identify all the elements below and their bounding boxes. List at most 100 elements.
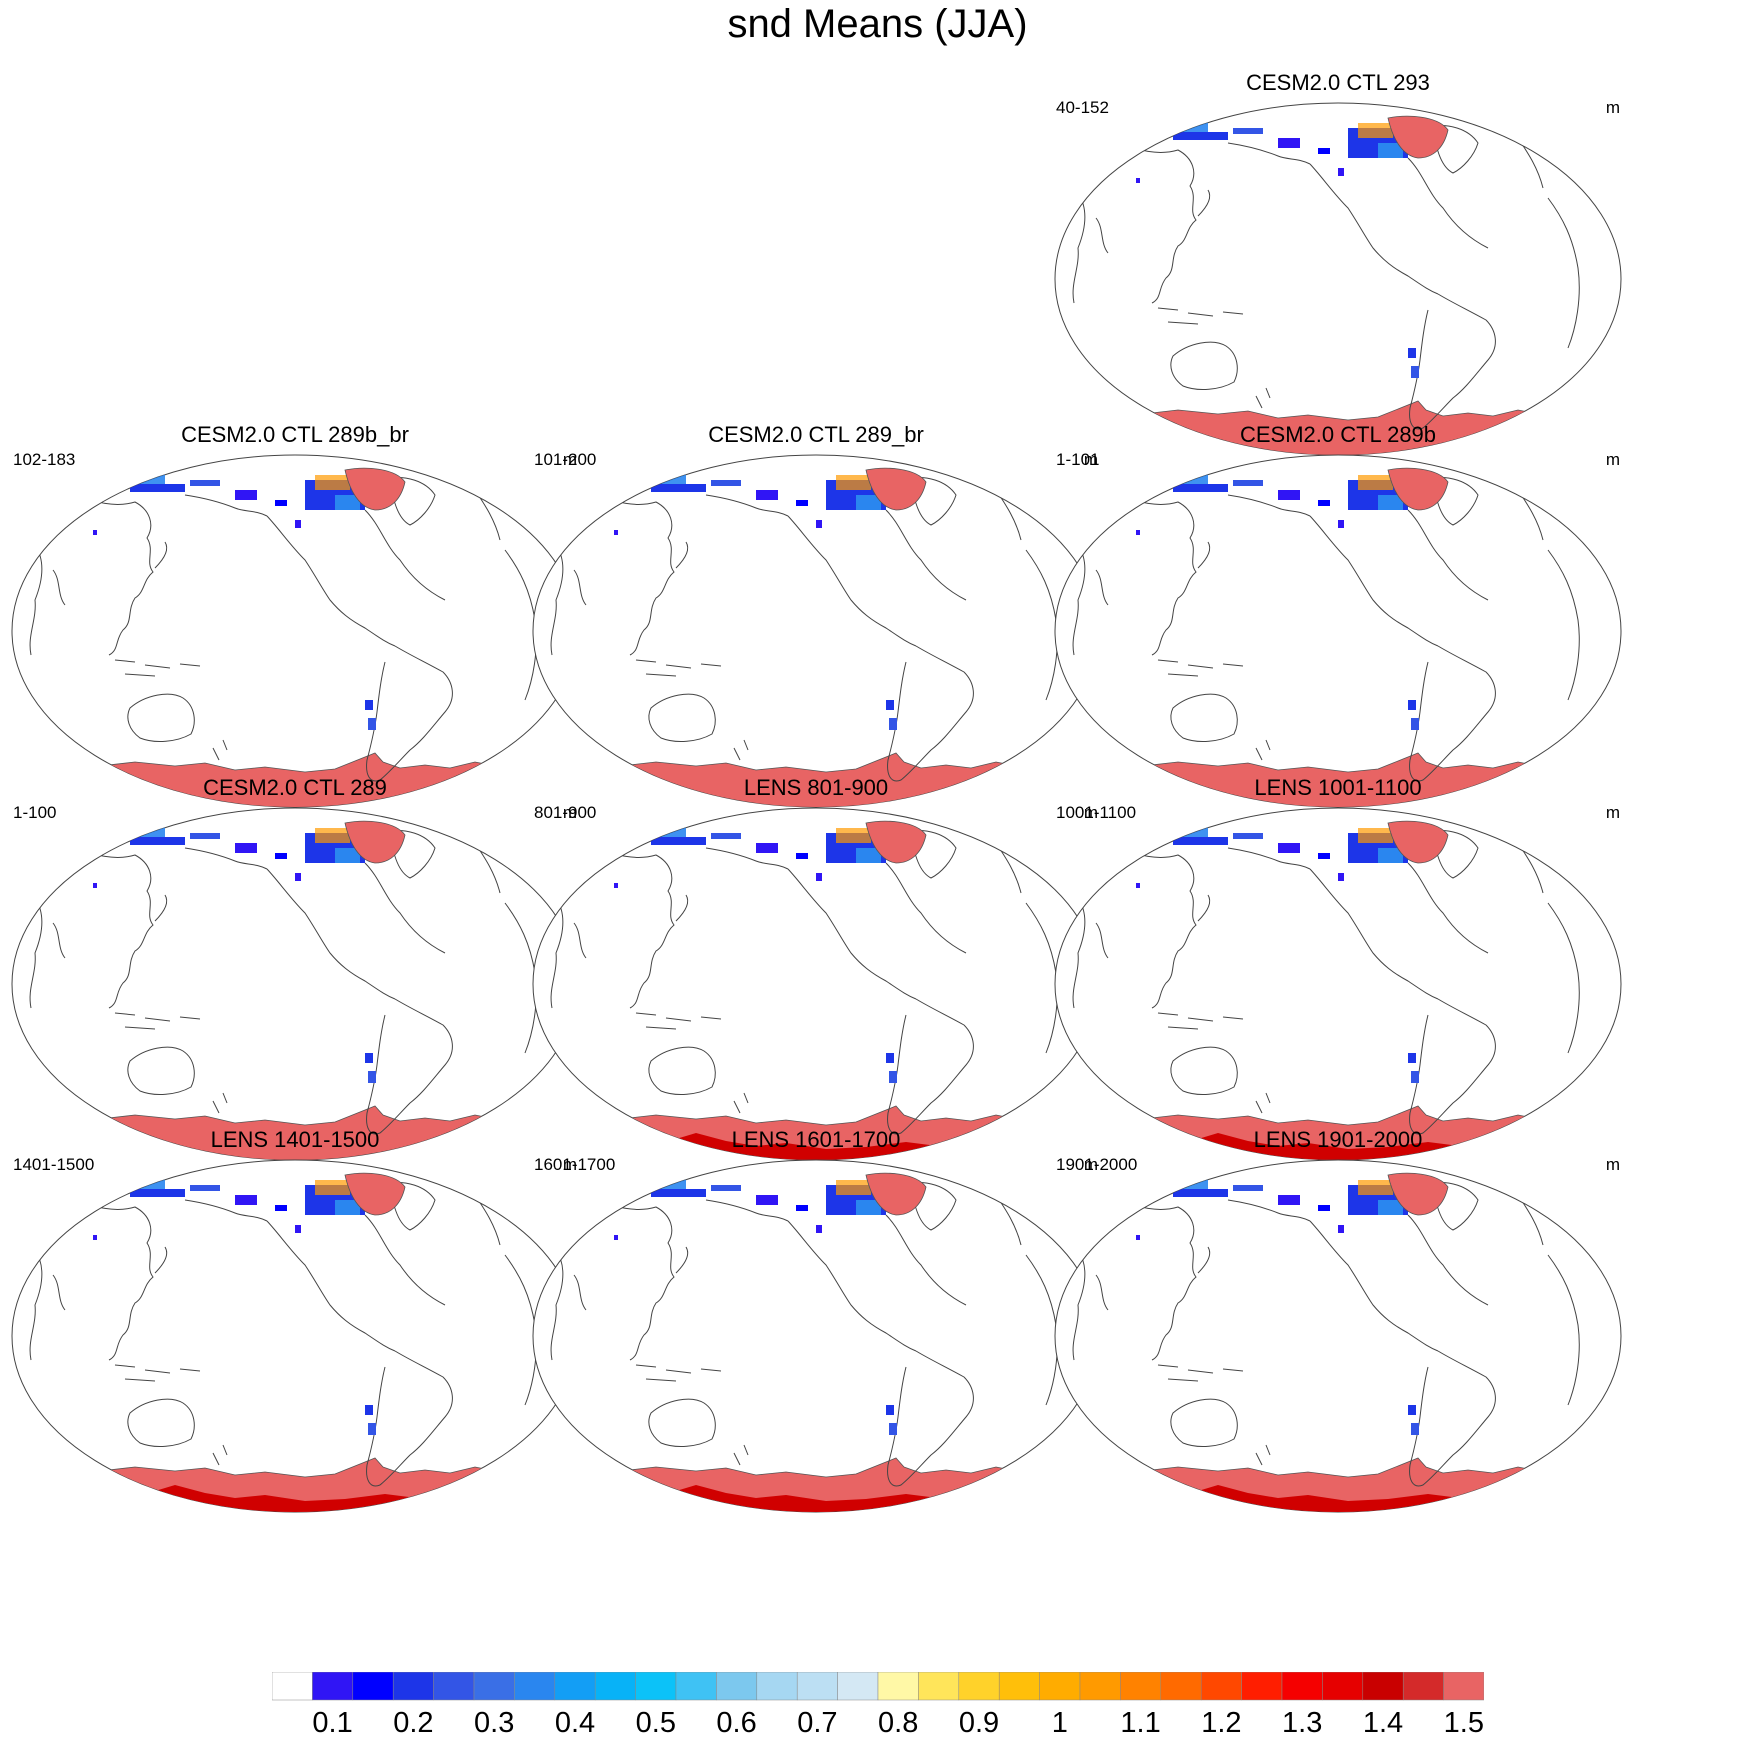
panel-unit: m <box>562 450 577 469</box>
coastlines <box>29 477 537 782</box>
coastlines <box>1072 477 1580 782</box>
coastlines <box>550 477 1058 782</box>
greenland-snow <box>344 1172 406 1216</box>
colorbar-swatch <box>998 1672 1040 1701</box>
greenland-snow <box>1387 1172 1449 1216</box>
colorbar-tick-label: 0.8 <box>878 1707 919 1739</box>
map-projection <box>1054 454 1622 808</box>
colorbar-tick-label: 0.3 <box>474 1707 515 1739</box>
colorbar <box>272 1672 1484 1701</box>
colorbar-swatch <box>1200 1672 1242 1701</box>
panel-title: LENS 801-900 <box>743 775 889 800</box>
panel-year-range: 1601-1700 <box>534 1155 616 1174</box>
map-projection <box>1054 1159 1622 1513</box>
map-frame <box>532 807 1100 1161</box>
map-frame <box>1054 454 1622 808</box>
map-panel: CESM2.0 CTL 289 1-100 m <box>5 775 585 1165</box>
colorbar-swatch <box>1039 1672 1081 1701</box>
panel-year-range: 1001-1100 <box>1056 803 1137 822</box>
colorbar-swatch <box>392 1672 434 1701</box>
map-panel: CESM2.0 CTL 289b_br 102-183 m <box>5 422 585 812</box>
northern-snow <box>1136 464 1419 730</box>
colorbar-swatch <box>352 1672 394 1701</box>
panel-year-range: 102-183 <box>13 450 76 469</box>
panel-year-range: 101-200 <box>534 450 597 469</box>
map-projection <box>11 807 579 1161</box>
colorbar-tick-label: 1.4 <box>1362 1707 1404 1739</box>
colorbar-swatch <box>1362 1672 1404 1701</box>
greenland-snow <box>865 820 927 864</box>
map-frame <box>11 807 579 1161</box>
map-panel: LENS 1901-2000 1901-2000 m <box>1048 1127 1628 1517</box>
map-frame <box>1054 1159 1622 1513</box>
greenland-snow <box>865 467 927 511</box>
colorbar-swatch <box>837 1672 879 1701</box>
map-frame <box>532 1159 1100 1513</box>
map-frame <box>1054 807 1622 1161</box>
map-projection <box>11 454 579 808</box>
coastlines <box>550 1182 1058 1487</box>
panel-year-range: 1901-2000 <box>1056 1155 1138 1174</box>
northern-snow <box>1136 112 1419 378</box>
map-projection <box>1054 102 1622 456</box>
map-projection <box>532 454 1100 808</box>
panel-title: CESM2.0 CTL 289_br <box>708 422 924 447</box>
coastlines <box>1072 830 1580 1135</box>
colorbar-tick-label: 1 <box>1051 1707 1068 1739</box>
coastlines <box>1072 1182 1580 1487</box>
panel-unit: m <box>1083 1155 1098 1174</box>
panel-unit: m <box>1083 803 1098 822</box>
colorbar-tick-label: 1.3 <box>1282 1707 1323 1739</box>
map-projection <box>532 1159 1100 1513</box>
coastlines <box>1072 125 1580 430</box>
colorbar-swatch <box>554 1672 596 1701</box>
panel-year-range: 40-152 <box>1056 98 1109 117</box>
colorbar-swatch <box>716 1672 758 1701</box>
colorbar-swatch <box>958 1672 1000 1701</box>
map-panel: CESM2.0 CTL 289_br 101-200 m <box>526 422 1106 812</box>
map-panel: CESM2.0 CTL 293 40-152 m <box>1048 70 1628 460</box>
panel-year-range: 801-900 <box>534 803 597 822</box>
panel-title: CESM2.0 CTL 289b <box>1239 422 1437 447</box>
colorbar-tick-label: 1.2 <box>1201 1707 1242 1739</box>
panel-unit: m <box>562 803 577 822</box>
colorbar-tick-label: 0.1 <box>312 1707 353 1739</box>
panel-unit: m <box>562 1155 577 1174</box>
colorbar-tick-label: 0.2 <box>393 1707 434 1739</box>
colorbar-swatch <box>594 1672 636 1701</box>
colorbar-tick-label: 1.5 <box>1443 1707 1484 1739</box>
colorbar-swatch <box>1322 1672 1364 1701</box>
colorbar-swatch <box>272 1672 313 1701</box>
map-panel: LENS 1001-1100 1001-1100 m <box>1048 775 1628 1165</box>
map-projection <box>532 807 1100 1161</box>
colorbar-tick-label: 0.7 <box>797 1707 838 1739</box>
colorbar-swatch <box>312 1672 354 1701</box>
greenland-snow <box>1387 467 1449 511</box>
colorbar-swatch <box>877 1672 919 1701</box>
colorbar-swatch <box>635 1672 677 1701</box>
colorbar-tick-label: 1.1 <box>1120 1707 1161 1739</box>
panel-year-range: 1-100 <box>13 803 57 822</box>
panel-title: CESM2.0 CTL 289b_br <box>181 422 409 447</box>
coastlines <box>29 1182 537 1487</box>
map-frame <box>1054 102 1622 456</box>
colorbar-swatch <box>1281 1672 1323 1701</box>
colorbar-tick-label: 0.5 <box>635 1707 676 1739</box>
map-frame <box>532 454 1100 808</box>
panel-title: LENS 1401-1500 <box>210 1127 380 1152</box>
colorbar-swatch <box>514 1672 556 1701</box>
colorbar-swatch <box>433 1672 475 1701</box>
colorbar-swatch <box>1120 1672 1162 1701</box>
colorbar-swatch <box>756 1672 798 1701</box>
map-projection <box>1054 807 1622 1161</box>
map-frame <box>11 1159 579 1513</box>
greenland-snow <box>865 1172 927 1216</box>
map-panel: LENS 1401-1500 1401-1500 m <box>5 1127 585 1517</box>
colorbar-swatch <box>675 1672 717 1701</box>
colorbar-swatch <box>1079 1672 1121 1701</box>
colorbar-tick-label: 0.4 <box>554 1707 596 1739</box>
map-panel: LENS 1601-1700 1601-1700 m <box>526 1127 1106 1517</box>
panel-title: LENS 1001-1100 <box>1254 775 1422 800</box>
map-projection <box>11 1159 579 1513</box>
panel-unit: m <box>1605 98 1620 117</box>
